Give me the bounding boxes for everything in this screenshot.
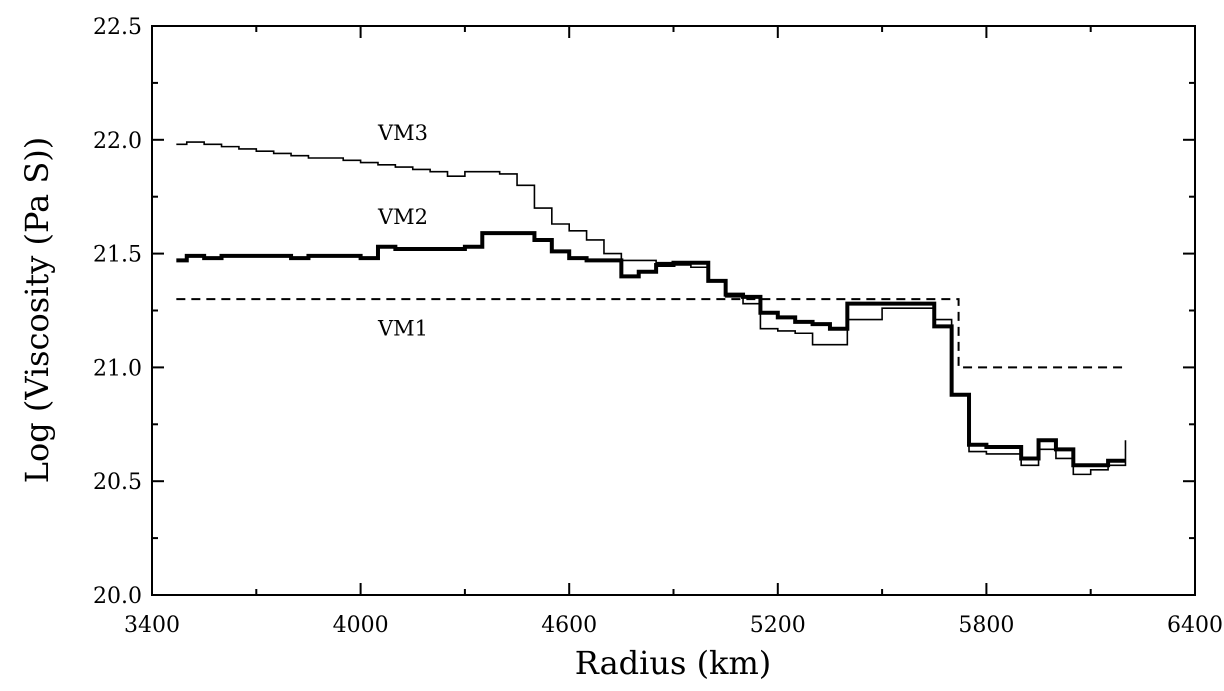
axis-tick-labels: 3400 4000 4600 5200 5800 6400 20.0 20.5 21.0 21.5…	[93, 15, 1223, 638]
series-vm2-line	[176, 231, 1126, 468]
series-layer	[176, 141, 1127, 476]
axis-ticks	[151, 25, 1196, 596]
y-tick-label: 21.0	[93, 356, 142, 381]
series-vm1-line	[176, 298, 1126, 369]
plot-frame	[151, 25, 1196, 596]
x-tick-label: 5200	[750, 613, 806, 638]
y-axis-title: Log (Viscosity (Pa S))	[18, 137, 56, 484]
y-tick-label: 20.0	[93, 584, 142, 609]
x-tick-label: 5800	[958, 613, 1014, 638]
x-tick-label: 4600	[541, 613, 597, 638]
series-vm3-line	[176, 141, 1127, 476]
x-tick-label: 4000	[333, 613, 389, 638]
series-annotations: VM3 VM2 VM1	[377, 121, 428, 341]
x-tick-label: 6400	[1167, 613, 1223, 638]
series-label-vm2: VM2	[377, 205, 428, 229]
y-tick-label: 21.5	[93, 243, 142, 268]
x-axis-title: Radius (km)	[575, 644, 772, 682]
y-tick-label: 22.0	[93, 129, 142, 154]
y-tick-label: 20.5	[93, 470, 142, 495]
series-label-vm3: VM3	[377, 121, 428, 145]
y-tick-label: 22.5	[93, 15, 142, 40]
x-tick-label: 3400	[124, 613, 180, 638]
series-label-vm1: VM1	[377, 317, 428, 341]
